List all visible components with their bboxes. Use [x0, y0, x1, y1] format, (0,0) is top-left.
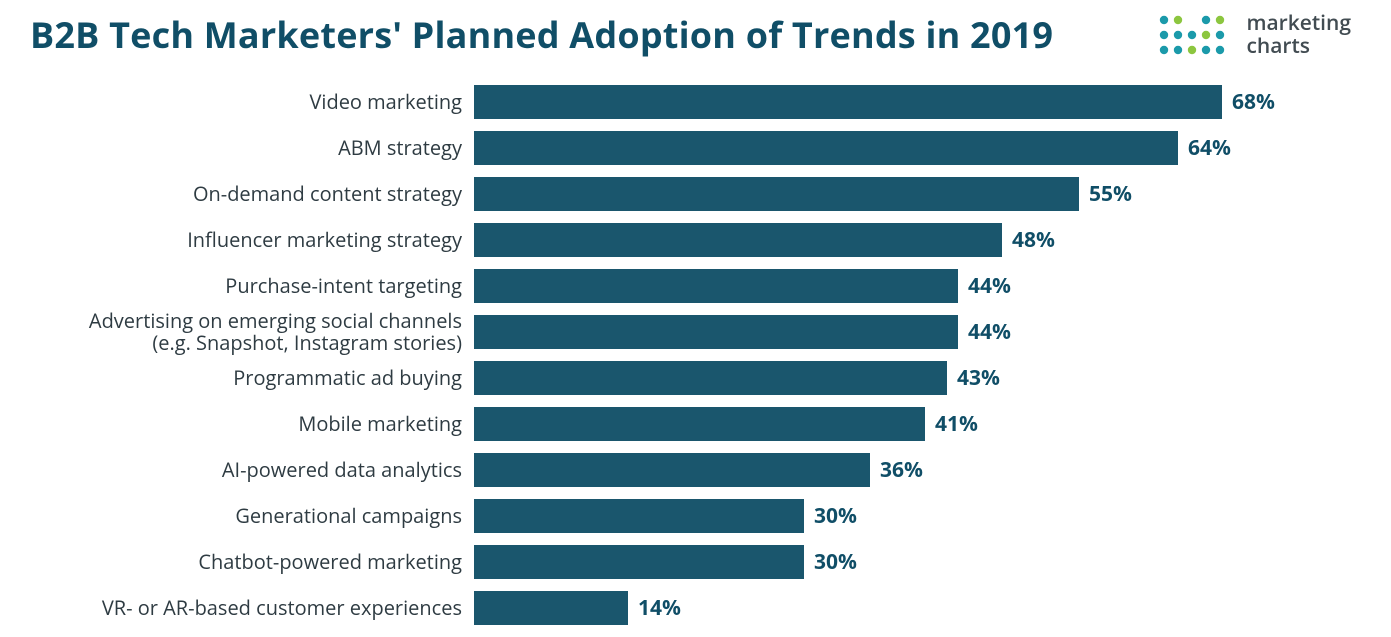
- bar: [474, 269, 958, 303]
- bar: [474, 223, 1002, 257]
- bar-area: 48%: [474, 223, 1361, 257]
- bar-area: 43%: [474, 361, 1361, 395]
- category-label: Advertising on emerging social channels(…: [30, 310, 474, 355]
- category-label: Generational campaigns: [30, 505, 474, 527]
- bar-area: 55%: [474, 177, 1361, 211]
- category-label: Chatbot-powered marketing: [30, 551, 474, 573]
- value-label: 68%: [1232, 88, 1275, 116]
- chart-row: Programmatic ad buying 43%: [30, 355, 1361, 401]
- bar: [474, 453, 870, 487]
- bar: [474, 545, 804, 579]
- chart-row: ABM strategy 64%: [30, 125, 1361, 171]
- chart-row: Generational campaigns 30%: [30, 493, 1361, 539]
- bar: [474, 407, 925, 441]
- chart-row: Advertising on emerging social channels(…: [30, 309, 1361, 355]
- value-label: 41%: [935, 410, 978, 438]
- value-label: 48%: [1012, 226, 1055, 254]
- category-label: ABM strategy: [30, 137, 474, 159]
- chart-row: Video marketing 68%: [30, 79, 1361, 125]
- chart-row: VR- or AR-based customer experiences 14%: [30, 585, 1361, 631]
- chart-row: Influencer marketing strategy 48%: [30, 217, 1361, 263]
- category-label: Programmatic ad buying: [30, 367, 474, 389]
- brand-logo: marketing charts: [1158, 12, 1351, 56]
- bar-area: 14%: [474, 591, 1361, 625]
- bar: [474, 361, 947, 395]
- category-label: Purchase-intent targeting: [30, 275, 474, 297]
- bar-area: 36%: [474, 453, 1361, 487]
- bar-chart: Video marketing 68% ABM strategy 64% On-dema…: [30, 79, 1361, 631]
- value-label: 43%: [957, 364, 1000, 392]
- category-label: AI-powered data analytics: [30, 459, 474, 481]
- chart-row: On-demand content strategy 55%: [30, 171, 1361, 217]
- bar-area: 44%: [474, 269, 1361, 303]
- bar: [474, 85, 1222, 119]
- category-label: VR- or AR-based customer experiences: [30, 597, 474, 619]
- logo-text-line2: charts: [1246, 35, 1351, 57]
- bar: [474, 315, 958, 349]
- chart-row: Purchase-intent targeting 44%: [30, 263, 1361, 309]
- bar: [474, 131, 1178, 165]
- value-label: 14%: [638, 594, 681, 622]
- chart-title: B2B Tech Marketers' Planned Adoption of …: [30, 10, 1053, 59]
- value-label: 64%: [1188, 134, 1231, 162]
- bar: [474, 177, 1079, 211]
- bar-area: 30%: [474, 499, 1361, 533]
- value-label: 36%: [880, 456, 923, 484]
- bar-area: 30%: [474, 545, 1361, 579]
- logo-dots-icon: [1158, 14, 1236, 56]
- bar: [474, 591, 628, 625]
- chart-row: Chatbot-powered marketing 30%: [30, 539, 1361, 585]
- category-label: Influencer marketing strategy: [30, 229, 474, 251]
- category-label: Video marketing: [30, 91, 474, 113]
- bar-area: 41%: [474, 407, 1361, 441]
- value-label: 30%: [814, 548, 857, 576]
- value-label: 44%: [968, 318, 1011, 346]
- category-label: On-demand content strategy: [30, 183, 474, 205]
- chart-row: Mobile marketing 41%: [30, 401, 1361, 447]
- bar-area: 64%: [474, 131, 1361, 165]
- bar: [474, 499, 804, 533]
- bar-area: 44%: [474, 315, 1361, 349]
- value-label: 55%: [1089, 180, 1132, 208]
- bar-area: 68%: [474, 85, 1361, 119]
- logo-text: marketing charts: [1246, 12, 1351, 56]
- category-label: Mobile marketing: [30, 413, 474, 435]
- chart-header: B2B Tech Marketers' Planned Adoption of …: [0, 0, 1391, 59]
- value-label: 44%: [968, 272, 1011, 300]
- value-label: 30%: [814, 502, 857, 530]
- chart-row: AI-powered data analytics 36%: [30, 447, 1361, 493]
